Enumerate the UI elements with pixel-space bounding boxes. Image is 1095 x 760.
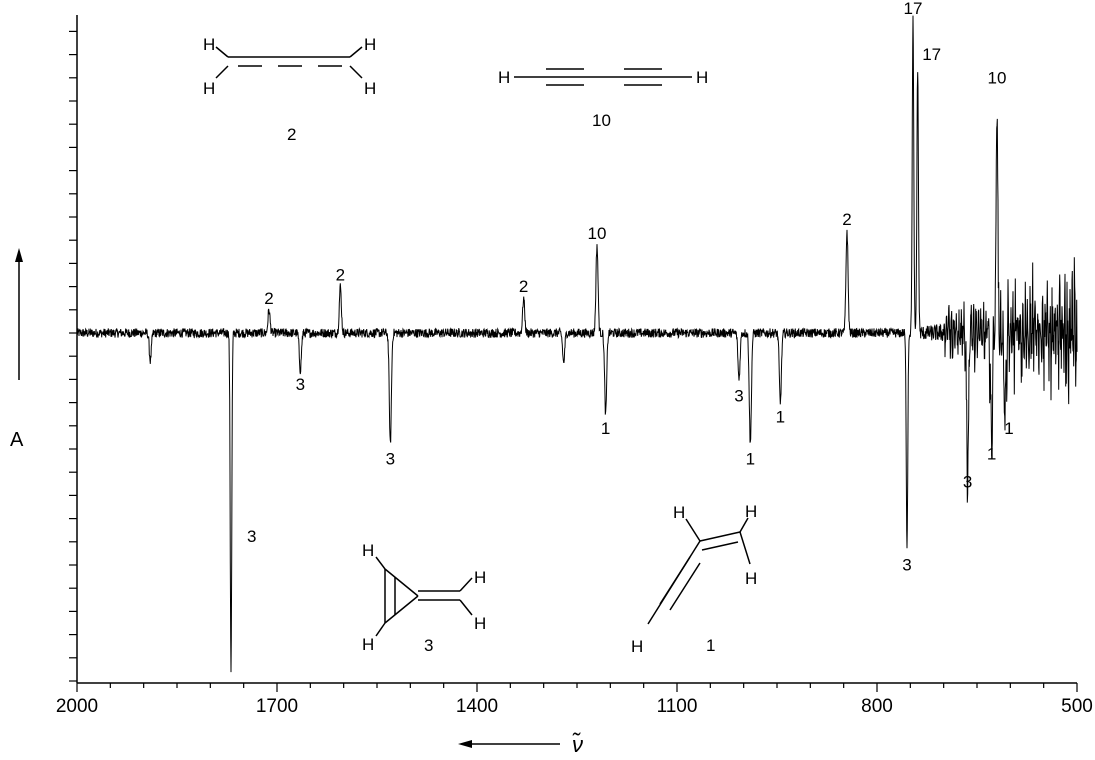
structure-3-atom: H	[474, 568, 486, 587]
structure-2-bond	[349, 46, 363, 58]
x-tick-label: 500	[1061, 696, 1093, 717]
x-axis-tick-labels: 2000 1700 1400 1100 800 500	[56, 696, 1093, 717]
spectrum-trace	[76, 15, 1078, 673]
structure-10-atom: H	[696, 68, 708, 87]
peak-label: 2	[336, 266, 345, 285]
structure-2-bond	[215, 65, 229, 79]
structure-3-bond	[384, 595, 419, 624]
structure-1-bond	[739, 517, 749, 533]
structure-1-bond	[659, 556, 691, 605]
peak-label: 3	[247, 527, 256, 546]
structure-3-bond	[459, 599, 473, 616]
x-tick-label: 1700	[256, 696, 298, 717]
peak-label: 2	[519, 277, 528, 296]
structure-3-bond	[459, 577, 473, 592]
peak-label: 2	[842, 210, 851, 229]
peak-label: 1	[776, 408, 785, 427]
structure-3: H H H H 3	[362, 541, 486, 655]
x-tick-label: 1100	[657, 696, 698, 717]
structure-3-atom: H	[362, 635, 374, 654]
structure-10-atom: H	[498, 68, 510, 87]
y-axis-ticks	[69, 30, 77, 682]
peak-label: 10	[588, 224, 607, 243]
structure-1-bond	[669, 562, 701, 611]
structure-2-atom: H	[364, 79, 376, 98]
structure-3-bond	[384, 568, 419, 597]
structure-1-atom: H	[745, 569, 757, 588]
structure-10: H H 10	[498, 68, 708, 130]
x-tick-label: 2000	[56, 696, 98, 717]
structure-1-label: 1	[706, 636, 715, 655]
structure-1-bond	[699, 531, 741, 542]
structure-10-label: 10	[592, 111, 611, 130]
peak-label: 3	[386, 449, 395, 468]
structure-2-atom: H	[203, 35, 215, 54]
peak-label: 3	[734, 386, 743, 405]
structure-2-atom: H	[203, 79, 215, 98]
peak-label: 1	[987, 445, 996, 464]
structure-3-atom: H	[474, 614, 486, 633]
structure-1-bond	[739, 531, 751, 565]
y-axis-label-group: A	[10, 248, 24, 451]
structure-2-atom: H	[364, 35, 376, 54]
x-axis-arrowhead	[458, 740, 472, 748]
structure-3-label: 3	[424, 636, 433, 655]
structure-3-atom: H	[362, 541, 374, 560]
y-axis-label: A	[10, 429, 24, 451]
x-tick-label: 1400	[456, 696, 498, 717]
x-axis-label-group: ν̃	[458, 732, 583, 757]
x-axis-ticks	[76, 683, 1078, 692]
peak-label: 3	[902, 555, 911, 574]
structure-1-bond	[701, 541, 739, 551]
structure-2: H H H H 2	[203, 35, 376, 144]
peak-label: 17	[904, 0, 923, 18]
x-tick-label: 800	[861, 696, 893, 717]
structure-2-bond	[215, 46, 229, 58]
y-axis-arrowhead	[15, 248, 23, 262]
peak-label: 10	[988, 68, 1007, 87]
peak-label: 1	[1004, 419, 1013, 438]
structure-2-label: 2	[287, 125, 296, 144]
peak-label: 2	[264, 289, 273, 308]
structure-1-bond	[685, 518, 701, 542]
structure-1-atom: H	[673, 503, 685, 522]
x-axis-label: ν̃	[572, 732, 583, 755]
structure-1-atom: H	[745, 502, 757, 521]
peak-label: 17	[922, 45, 941, 64]
peak-label: 3	[296, 375, 305, 394]
structure-1: H H H H 1	[631, 502, 757, 656]
structure-3-bond	[375, 622, 386, 637]
peak-label: 3	[963, 473, 972, 492]
structure-2-bond	[349, 65, 363, 79]
peak-label: 1	[601, 419, 610, 438]
peak-label: 1	[746, 449, 755, 468]
structure-3-bond	[375, 556, 386, 570]
structure-1-atom: H	[631, 637, 643, 656]
